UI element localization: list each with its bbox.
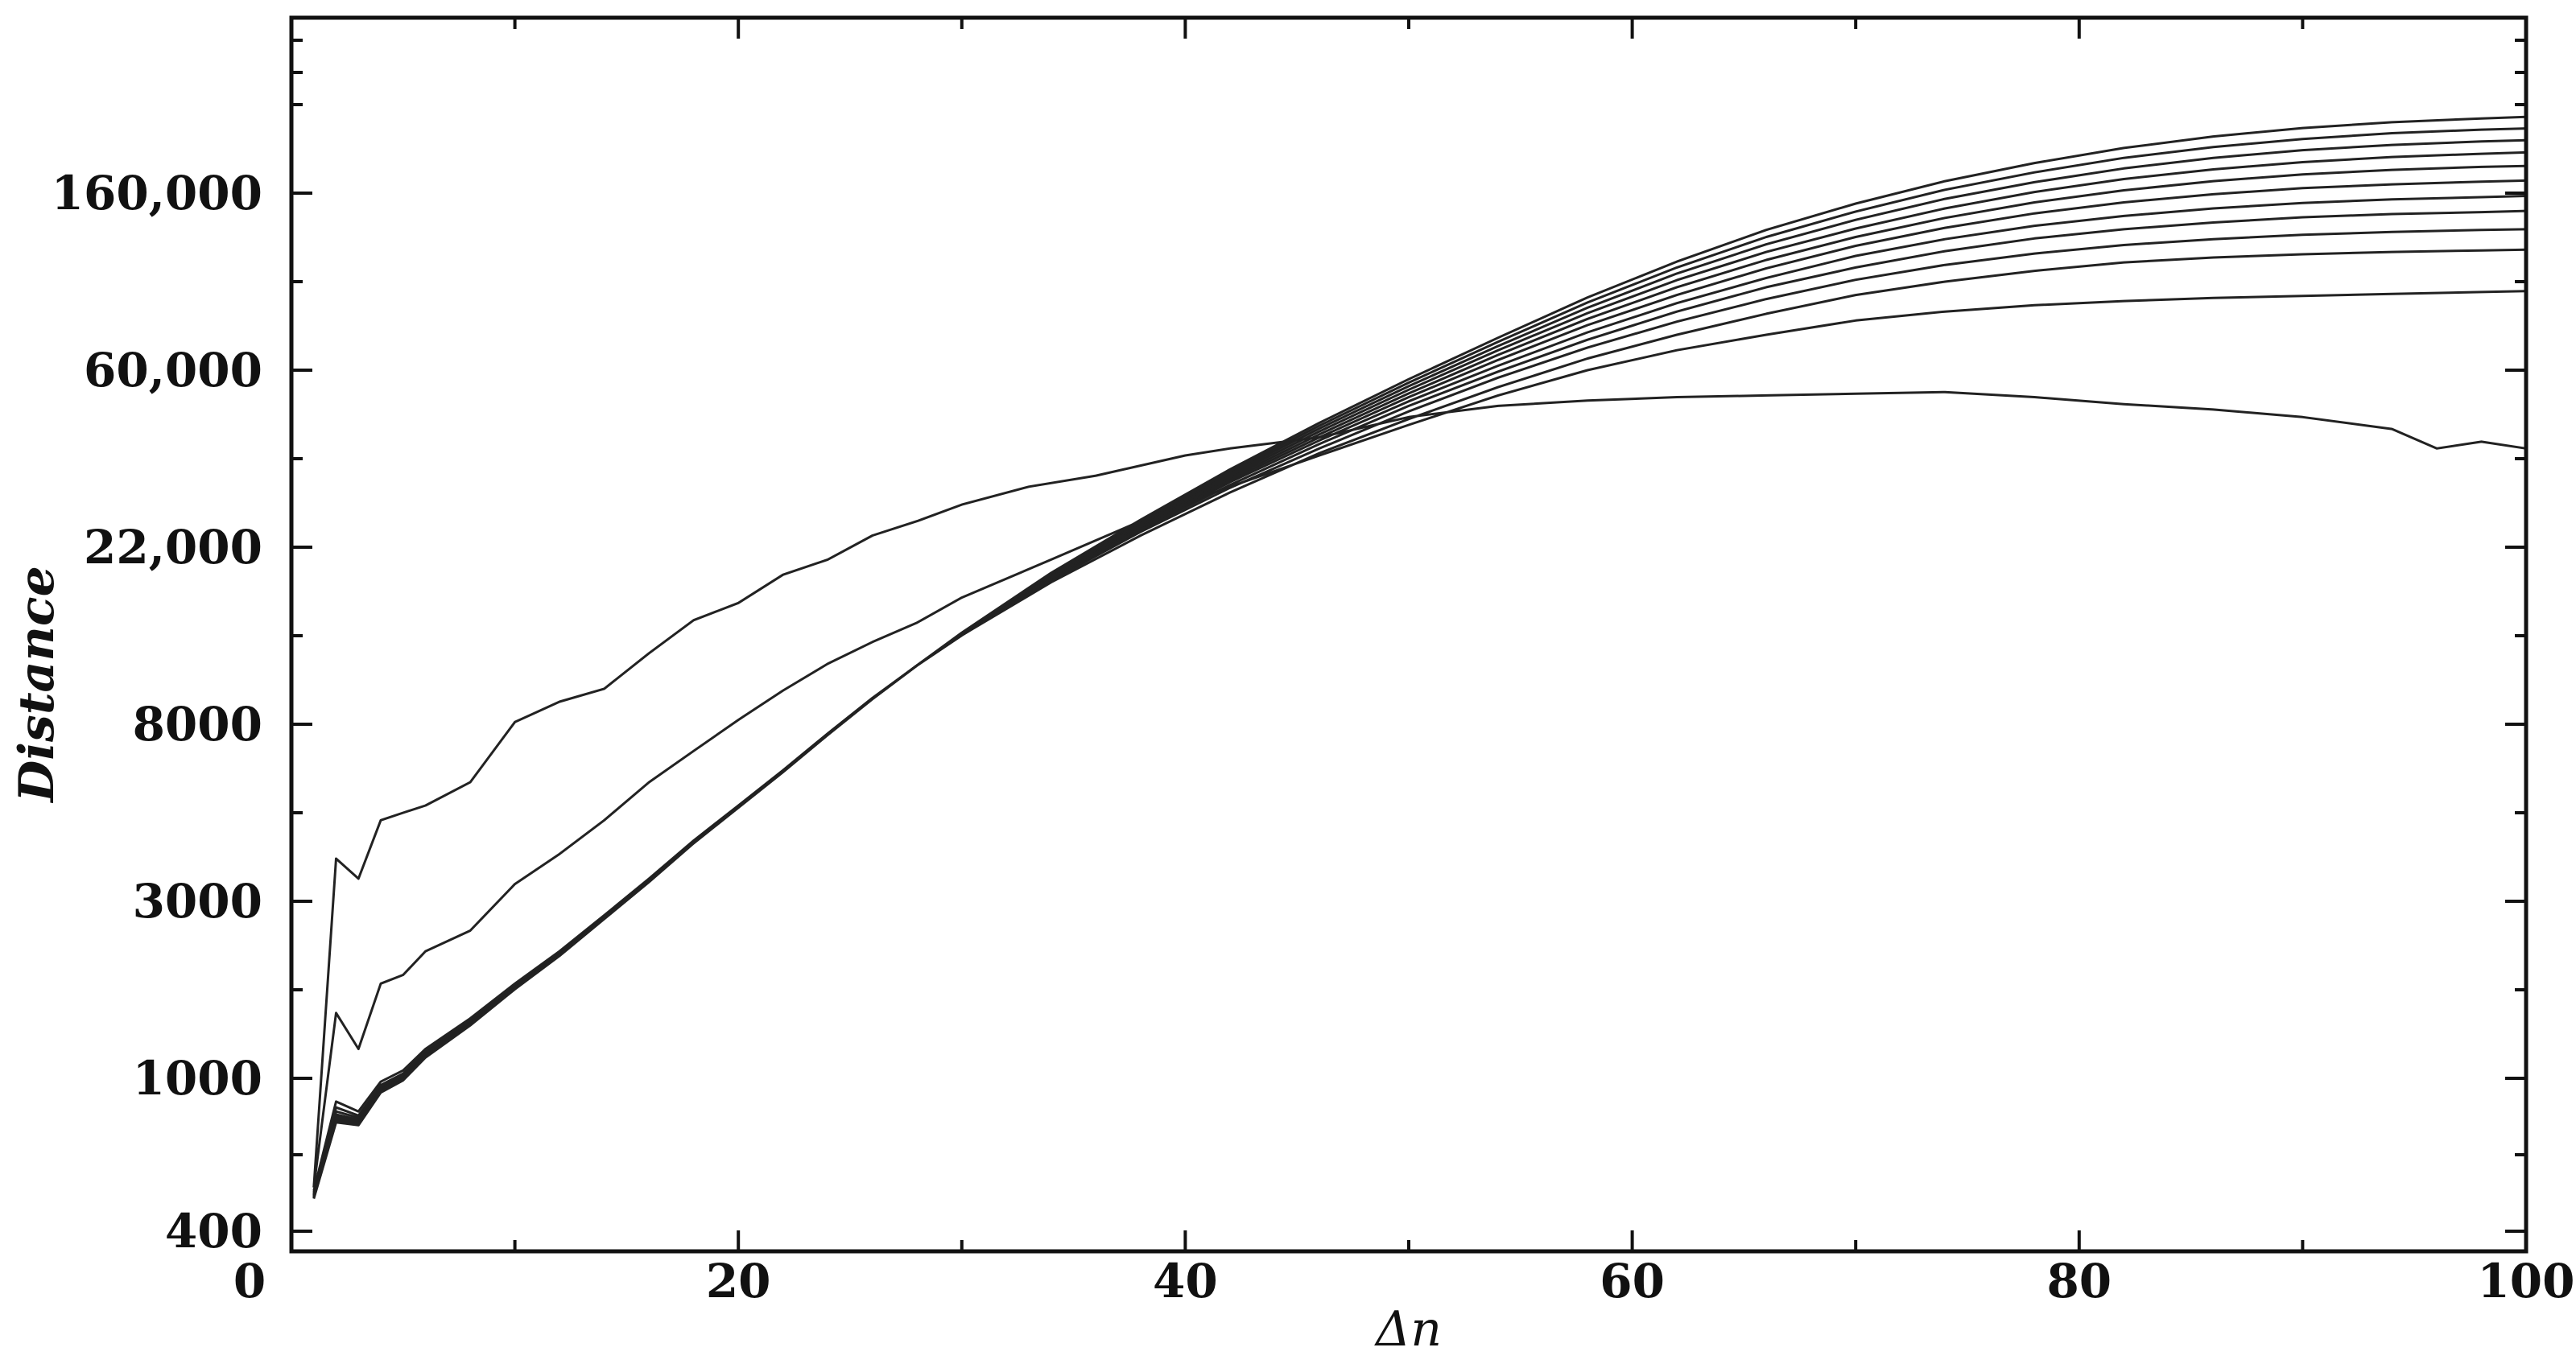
x-tick-label: 40 (1153, 1254, 1218, 1308)
y-tick-label: 160,000 (52, 166, 262, 220)
axis-ticks (290, 18, 2528, 1251)
y-tick-label: 1000 (133, 1051, 262, 1106)
y-tick-label: 3000 (133, 874, 262, 929)
y-tick-label: 22,000 (84, 520, 262, 575)
x-tick-label: 100 (2477, 1254, 2574, 1308)
series-line-1 (312, 390, 2527, 1188)
series-line-8 (312, 164, 2527, 1197)
tick-labels: 0 20 40 60 80 100 400 1000 3000 8000 22,000 60,000 1… (52, 166, 2575, 1308)
y-tick-label: 60,000 (84, 343, 262, 398)
series-line-9 (312, 150, 2527, 1197)
series-line-12 (312, 115, 2527, 1200)
x-tick-label: 0 (233, 1254, 266, 1308)
y-tick-label: 8000 (133, 697, 262, 752)
plot-frame (289, 15, 2529, 1254)
series-line-6 (312, 195, 2527, 1196)
x-axis-title: Δn (1374, 1301, 1442, 1358)
series-line-3 (312, 248, 2527, 1191)
series-line-2 (312, 290, 2527, 1188)
y-axis-title: Distance (9, 566, 65, 804)
x-tick-label: 20 (706, 1254, 771, 1308)
y-tick-label: 400 (165, 1204, 262, 1259)
plot-lines (312, 115, 2527, 1200)
x-tick-label: 80 (2046, 1254, 2112, 1308)
series-line-11 (312, 127, 2527, 1199)
series-line-5 (312, 209, 2527, 1195)
series-line-7 (312, 179, 2527, 1196)
x-tick-label: 60 (1600, 1254, 1665, 1308)
